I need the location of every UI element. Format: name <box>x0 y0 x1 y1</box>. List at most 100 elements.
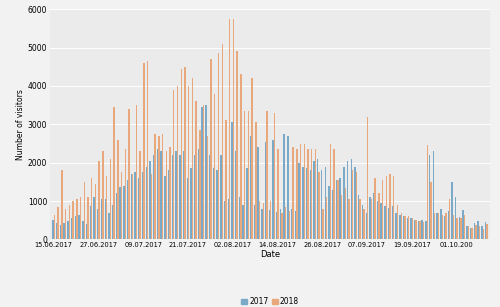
Bar <box>176 151 177 239</box>
Bar <box>363 209 364 239</box>
Bar <box>110 159 111 239</box>
Bar <box>343 166 344 239</box>
Bar <box>54 215 55 239</box>
Bar <box>78 215 80 239</box>
Bar <box>183 151 184 239</box>
Bar <box>210 59 212 239</box>
Bar <box>386 176 387 239</box>
Bar <box>120 187 121 239</box>
Bar <box>414 220 416 239</box>
Bar <box>344 188 346 239</box>
Bar <box>198 149 199 239</box>
Bar <box>108 212 110 239</box>
Bar <box>426 146 428 239</box>
Bar <box>194 155 196 239</box>
Bar <box>475 225 476 239</box>
Bar <box>232 19 234 239</box>
Bar <box>347 161 348 239</box>
Bar <box>61 170 62 239</box>
Bar <box>460 218 462 239</box>
Bar <box>455 197 456 239</box>
Bar <box>168 170 170 239</box>
Bar <box>393 176 394 239</box>
Bar <box>235 151 236 239</box>
Bar <box>84 182 85 239</box>
Bar <box>86 224 88 239</box>
Bar <box>341 195 342 239</box>
Bar <box>220 155 222 239</box>
Bar <box>259 201 260 239</box>
Bar <box>348 199 350 239</box>
Bar <box>399 215 400 239</box>
Bar <box>281 212 282 239</box>
Bar <box>272 140 274 239</box>
Bar <box>188 86 190 239</box>
Bar <box>392 206 393 239</box>
Bar <box>429 155 430 239</box>
Y-axis label: Number of visitors: Number of visitors <box>16 89 25 160</box>
Bar <box>367 117 368 239</box>
Bar <box>244 111 246 239</box>
Bar <box>434 212 436 239</box>
Bar <box>209 155 210 239</box>
Bar <box>258 147 259 239</box>
Bar <box>288 211 290 239</box>
Bar <box>146 166 147 239</box>
Bar <box>388 208 390 239</box>
Bar <box>143 63 144 239</box>
Bar <box>212 169 214 239</box>
Bar <box>94 184 96 239</box>
Bar <box>438 212 439 239</box>
Bar <box>228 199 229 239</box>
Bar <box>60 225 61 239</box>
Bar <box>58 207 59 239</box>
Bar <box>448 211 449 239</box>
Bar <box>101 199 102 239</box>
Bar <box>91 178 92 239</box>
Bar <box>106 176 108 239</box>
Bar <box>354 166 356 239</box>
Bar <box>418 221 419 239</box>
Bar <box>380 203 382 239</box>
Bar <box>116 193 117 239</box>
Bar <box>292 147 294 239</box>
Bar <box>284 134 285 239</box>
Bar <box>242 205 244 239</box>
Bar <box>352 170 354 239</box>
Bar <box>356 172 357 239</box>
Bar <box>486 224 488 239</box>
Bar <box>136 105 137 239</box>
Bar <box>456 218 458 239</box>
Bar <box>310 170 311 239</box>
Bar <box>222 44 223 239</box>
Bar <box>236 52 238 239</box>
Bar <box>250 136 252 239</box>
Bar <box>255 122 256 239</box>
Bar <box>406 218 408 239</box>
Bar <box>425 221 426 239</box>
Bar <box>68 205 70 239</box>
Bar <box>294 211 296 239</box>
Bar <box>56 223 58 239</box>
Bar <box>240 75 242 239</box>
Bar <box>332 190 334 239</box>
Bar <box>440 209 442 239</box>
Bar <box>172 155 173 239</box>
Bar <box>274 113 275 239</box>
Bar <box>374 178 376 239</box>
Bar <box>173 90 174 239</box>
Bar <box>150 174 152 239</box>
Bar <box>334 149 335 239</box>
Bar <box>404 216 406 239</box>
Bar <box>321 170 322 239</box>
Bar <box>408 216 410 239</box>
Bar <box>317 159 318 239</box>
Bar <box>322 209 324 239</box>
Bar <box>184 67 186 239</box>
Bar <box>485 222 486 239</box>
Bar <box>382 180 384 239</box>
Bar <box>416 220 417 239</box>
Bar <box>252 78 253 239</box>
Bar <box>154 134 156 239</box>
Bar <box>422 220 423 239</box>
